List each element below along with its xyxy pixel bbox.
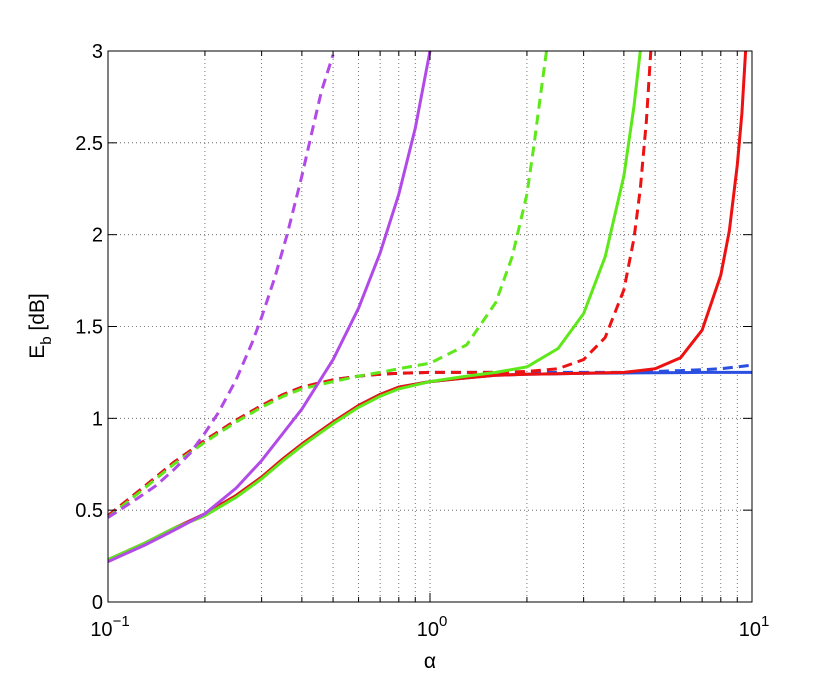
- x-axis-label: α: [424, 650, 436, 673]
- y-axis-label: Eb [dB]: [26, 293, 55, 359]
- series-line-8-dashed: [107, 54, 335, 519]
- y-tick-label: 3: [92, 41, 103, 63]
- x-tick-labels: 10−1 100 101: [90, 613, 769, 641]
- series-line-2-dashed: [107, 363, 753, 517]
- series-line-7-solid: [107, 50, 432, 563]
- y-tick-label: 1: [92, 408, 103, 430]
- series-line-4-dashed: [107, 50, 653, 517]
- x-tick-label: 100: [417, 613, 448, 641]
- series-line-6-dashed: [107, 50, 548, 519]
- x-tick-label: 10−1: [90, 613, 129, 641]
- grid: [108, 51, 752, 602]
- x-tick-label: 101: [739, 613, 770, 641]
- y-axis-label-unit: [dB]: [26, 293, 49, 336]
- y-tick-label: 2: [92, 225, 103, 247]
- y-tick-label: 1.5: [75, 317, 103, 339]
- series-line-5-solid: [107, 50, 642, 562]
- y-tick-label: 0.5: [75, 500, 103, 522]
- plot-series: [107, 50, 753, 563]
- y-tick-label: 0: [92, 592, 103, 614]
- y-tick-labels: 0 0.5 1 1.5 2 2.5 3: [75, 41, 103, 614]
- y-tick-label: 2.5: [75, 133, 103, 155]
- axis-ticks: [107, 50, 752, 603]
- y-axis-label-main: E: [26, 345, 49, 359]
- y-axis-label-sub: b: [38, 336, 55, 344]
